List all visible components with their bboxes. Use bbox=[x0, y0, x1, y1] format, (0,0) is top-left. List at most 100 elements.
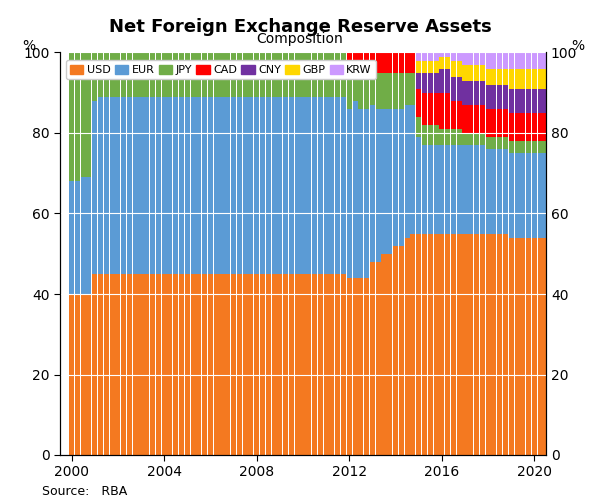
Bar bbox=[451, 60, 456, 76]
Bar bbox=[503, 234, 508, 455]
Bar bbox=[515, 153, 520, 238]
Bar bbox=[485, 84, 491, 109]
Bar bbox=[526, 52, 531, 68]
Bar bbox=[382, 72, 386, 109]
Bar bbox=[503, 52, 508, 68]
Bar bbox=[485, 149, 491, 234]
Bar bbox=[491, 149, 496, 234]
Bar bbox=[150, 274, 155, 455]
Bar bbox=[538, 153, 543, 238]
Bar bbox=[156, 274, 161, 455]
Bar bbox=[358, 72, 364, 109]
Bar bbox=[474, 234, 479, 455]
Bar bbox=[115, 97, 121, 274]
Bar bbox=[485, 234, 491, 455]
Bar bbox=[422, 52, 427, 60]
Bar bbox=[191, 97, 196, 274]
Bar bbox=[272, 97, 277, 274]
Bar bbox=[544, 88, 548, 113]
Bar bbox=[544, 113, 548, 141]
Bar bbox=[497, 52, 502, 68]
Bar bbox=[196, 52, 202, 97]
Bar bbox=[434, 125, 439, 145]
Bar bbox=[480, 133, 485, 145]
Bar bbox=[335, 52, 340, 97]
Bar bbox=[485, 68, 491, 84]
Bar bbox=[515, 238, 520, 455]
Bar bbox=[480, 52, 485, 64]
Bar bbox=[382, 52, 386, 72]
Bar bbox=[503, 84, 508, 109]
Bar bbox=[248, 52, 253, 97]
Bar bbox=[277, 274, 283, 455]
Bar bbox=[515, 113, 520, 141]
Bar bbox=[497, 84, 502, 109]
Bar bbox=[231, 52, 236, 97]
Bar bbox=[353, 278, 358, 455]
Bar bbox=[457, 101, 462, 129]
Bar bbox=[445, 68, 450, 92]
Bar bbox=[139, 97, 143, 274]
Bar bbox=[370, 72, 375, 105]
Bar bbox=[532, 68, 537, 88]
Bar bbox=[503, 68, 508, 84]
Bar bbox=[463, 105, 467, 133]
Bar bbox=[225, 274, 230, 455]
Bar bbox=[474, 105, 479, 133]
Bar bbox=[173, 97, 178, 274]
Bar bbox=[98, 274, 103, 455]
Bar bbox=[463, 145, 467, 234]
Bar bbox=[509, 68, 514, 88]
Bar bbox=[434, 145, 439, 234]
Bar bbox=[428, 93, 433, 125]
Bar bbox=[382, 254, 386, 455]
Bar bbox=[538, 238, 543, 455]
Bar bbox=[497, 68, 502, 84]
Bar bbox=[185, 52, 190, 97]
Bar bbox=[127, 52, 132, 97]
Bar bbox=[364, 52, 369, 72]
Bar bbox=[347, 72, 352, 109]
Bar bbox=[69, 182, 74, 294]
Bar bbox=[167, 274, 172, 455]
Bar bbox=[323, 52, 329, 97]
Bar bbox=[422, 125, 427, 145]
Bar bbox=[457, 129, 462, 145]
Bar bbox=[127, 97, 132, 274]
Bar bbox=[121, 274, 126, 455]
Bar bbox=[468, 52, 473, 64]
Bar bbox=[422, 234, 427, 455]
Bar bbox=[393, 109, 398, 246]
Bar bbox=[208, 274, 213, 455]
Bar bbox=[439, 52, 445, 56]
Bar bbox=[353, 52, 358, 68]
Bar bbox=[434, 60, 439, 72]
Bar bbox=[480, 105, 485, 133]
Bar bbox=[295, 52, 300, 97]
Bar bbox=[277, 97, 283, 274]
Bar bbox=[196, 97, 202, 274]
Bar bbox=[503, 149, 508, 234]
Bar bbox=[283, 52, 288, 97]
Bar bbox=[248, 274, 253, 455]
Bar bbox=[306, 274, 311, 455]
Bar bbox=[144, 97, 149, 274]
Bar bbox=[376, 262, 381, 455]
Bar bbox=[144, 52, 149, 97]
Bar bbox=[549, 113, 554, 141]
Bar bbox=[86, 52, 91, 178]
Bar bbox=[370, 105, 375, 262]
Bar bbox=[179, 274, 184, 455]
Bar bbox=[358, 109, 364, 278]
Bar bbox=[220, 97, 224, 274]
Bar bbox=[393, 52, 398, 72]
Bar bbox=[416, 88, 421, 117]
Bar bbox=[480, 80, 485, 105]
Bar bbox=[468, 145, 473, 234]
Bar bbox=[179, 97, 184, 274]
Text: Composition: Composition bbox=[257, 32, 343, 46]
Bar bbox=[515, 52, 520, 68]
Bar bbox=[237, 97, 242, 274]
Bar bbox=[410, 52, 415, 72]
Bar bbox=[549, 141, 554, 153]
